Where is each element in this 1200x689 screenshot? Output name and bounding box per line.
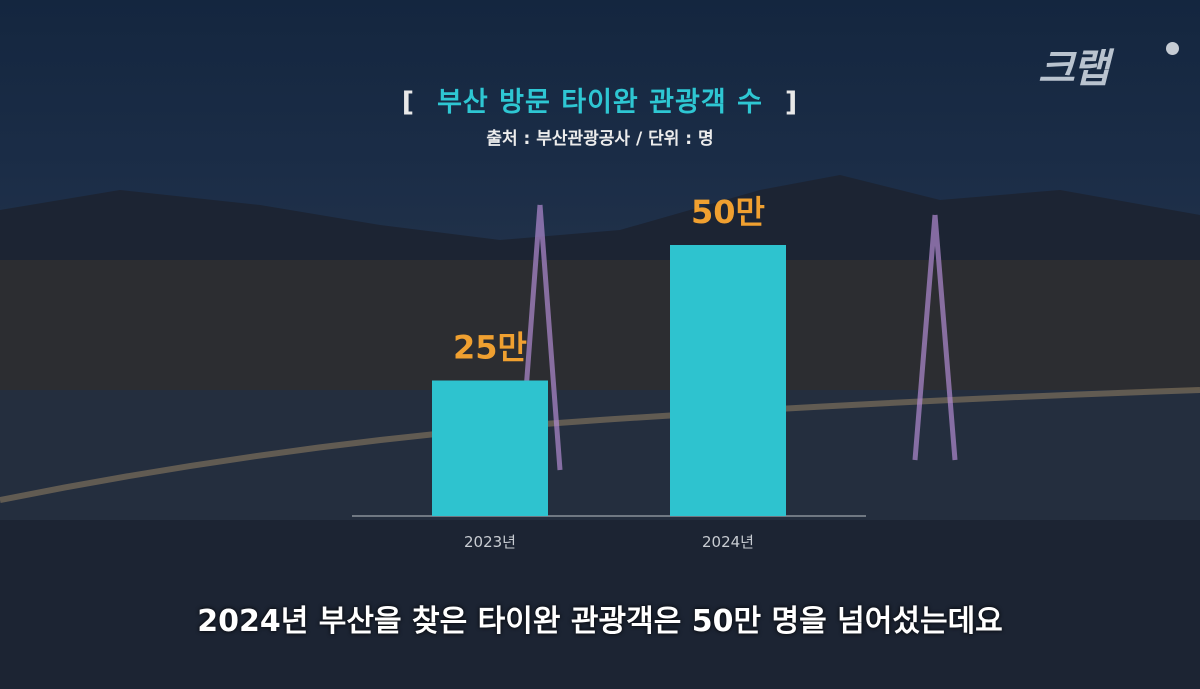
subtitle-caption: 2024년 부산을 찾은 타이완 관광객은 50만 명을 넘어섰는데요 — [197, 604, 1003, 639]
logo-dot — [1166, 42, 1179, 55]
chart-title: [부산 방문 타이완 관광객 수] — [401, 87, 799, 118]
x-tick-label: 2024년 — [702, 533, 754, 551]
bar-2023년 — [432, 380, 548, 516]
chart-subtitle: 출처 : 부산관광공사 / 단위 : 명 — [486, 129, 714, 149]
data-label: 25만 — [453, 329, 527, 367]
logo: 크랩 — [1038, 46, 1110, 92]
bar-2024년 — [670, 245, 786, 516]
data-label: 50만 — [691, 193, 765, 231]
x-tick-label: 2023년 — [464, 533, 516, 551]
